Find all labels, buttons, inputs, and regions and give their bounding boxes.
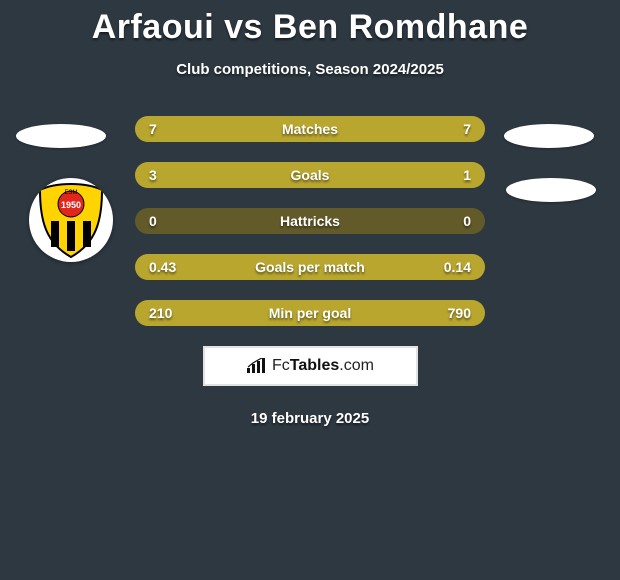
stat-value-right: 1 <box>463 167 471 183</box>
stat-value-right: 790 <box>448 305 471 321</box>
stat-fill-right <box>398 162 486 188</box>
stat-fill-right <box>398 254 486 280</box>
logo-com: .com <box>339 357 374 374</box>
stat-value-left: 0 <box>149 213 157 229</box>
comparison-card: Arfaoui vs Ben Romdhane Club competition… <box>0 0 620 580</box>
stat-fill-left <box>135 162 398 188</box>
player-placeholder <box>506 178 596 202</box>
stat-row: 7 Matches 7 <box>135 116 485 142</box>
stat-value-right: 7 <box>463 121 471 137</box>
stat-label: Goals <box>291 167 330 183</box>
player-left-team-badge: 1950 ESM <box>29 178 113 262</box>
logo-text: FcTables.com <box>272 357 374 375</box>
stat-value-left: 7 <box>149 121 157 137</box>
logo-tables: Tables <box>290 357 340 374</box>
badge-year: 1950 <box>61 200 81 210</box>
barchart-icon <box>246 358 266 374</box>
stat-row: 0 Hattricks 0 <box>135 208 485 234</box>
comparison-date: 19 february 2025 <box>0 410 620 427</box>
stat-row: 3 Goals 1 <box>135 162 485 188</box>
stat-value-right: 0 <box>463 213 471 229</box>
stat-label: Min per goal <box>269 305 351 321</box>
stat-value-left: 210 <box>149 305 172 321</box>
page-title: Arfaoui vs Ben Romdhane <box>0 8 620 47</box>
shield-icon: 1950 ESM <box>36 181 106 259</box>
stat-row: 0.43 Goals per match 0.14 <box>135 254 485 280</box>
badge-letters: ESM <box>64 190 77 196</box>
stat-value-right: 0.14 <box>444 259 471 275</box>
player-placeholder <box>504 124 594 148</box>
stat-value-left: 3 <box>149 167 157 183</box>
stats-list: 7 Matches 7 3 Goals 1 0 Hattricks 0 0.43 Goals per… <box>135 116 485 326</box>
stat-row: 210 Min per goal 790 <box>135 300 485 326</box>
stat-label: Hattricks <box>280 213 340 229</box>
stat-label: Goals per match <box>255 259 365 275</box>
stat-label: Matches <box>282 121 338 137</box>
stat-value-left: 0.43 <box>149 259 176 275</box>
subtitle: Club competitions, Season 2024/2025 <box>0 61 620 78</box>
fctables-logo[interactable]: FcTables.com <box>203 346 418 386</box>
logo-fc: Fc <box>272 357 290 374</box>
player-placeholder <box>16 124 106 148</box>
